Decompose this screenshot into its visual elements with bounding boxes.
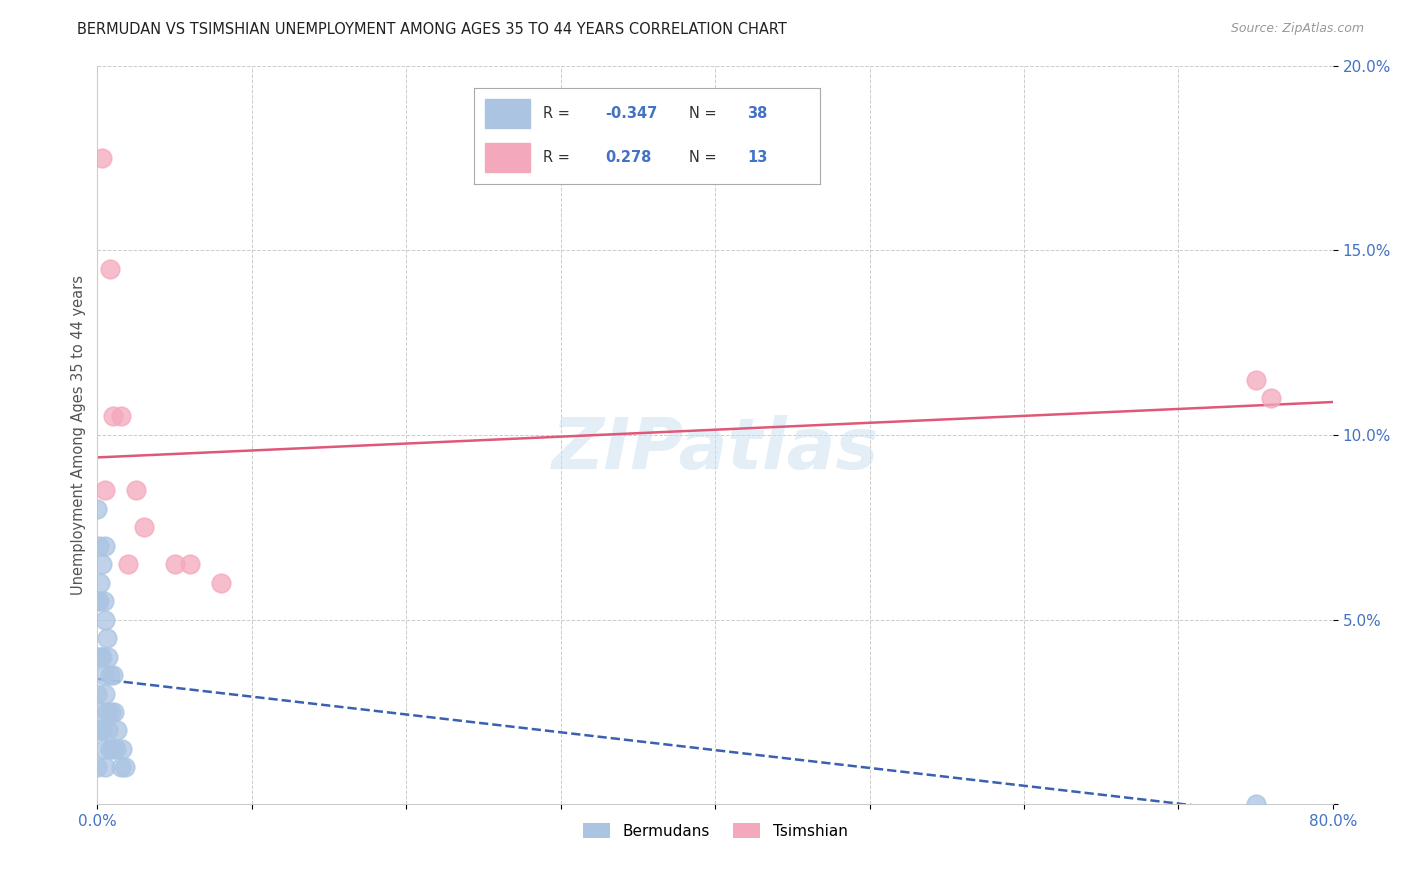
Y-axis label: Unemployment Among Ages 35 to 44 years: Unemployment Among Ages 35 to 44 years — [72, 275, 86, 595]
Point — [117, 558, 139, 572]
Point — [97, 723, 120, 738]
Point — [114, 760, 136, 774]
Point — [132, 520, 155, 534]
Point — [97, 649, 120, 664]
Point — [94, 760, 117, 774]
Point — [125, 483, 148, 498]
Point — [209, 575, 232, 590]
Text: BERMUDAN VS TSIMSHIAN UNEMPLOYMENT AMONG AGES 35 TO 44 YEARS CORRELATION CHART: BERMUDAN VS TSIMSHIAN UNEMPLOYMENT AMONG… — [77, 22, 787, 37]
Point — [179, 558, 201, 572]
Point — [87, 649, 110, 664]
Point — [91, 151, 114, 165]
Point — [89, 575, 111, 590]
Point — [1244, 373, 1267, 387]
Point — [91, 558, 114, 572]
Point — [1260, 391, 1282, 405]
Point — [101, 742, 124, 756]
Point — [93, 594, 115, 608]
Legend: Bermudans, Tsimshian: Bermudans, Tsimshian — [576, 816, 853, 845]
Point — [101, 668, 124, 682]
Point — [86, 594, 108, 608]
Point — [86, 723, 108, 738]
Point — [86, 686, 108, 700]
Point — [98, 742, 121, 756]
Point — [100, 705, 122, 719]
Text: ZIPatlas: ZIPatlas — [551, 416, 879, 484]
Point — [103, 705, 125, 719]
Point — [1244, 797, 1267, 812]
Point — [98, 261, 121, 276]
Point — [163, 558, 186, 572]
Point — [93, 742, 115, 756]
Point — [96, 705, 118, 719]
Point — [94, 613, 117, 627]
Point — [89, 649, 111, 664]
Point — [94, 686, 117, 700]
Point — [107, 723, 129, 738]
Point — [94, 483, 117, 498]
Point — [87, 705, 110, 719]
Point — [91, 649, 114, 664]
Point — [87, 539, 110, 553]
Point — [101, 409, 124, 424]
Point — [96, 631, 118, 645]
Point — [98, 668, 121, 682]
Point — [91, 723, 114, 738]
Point — [104, 742, 127, 756]
Point — [110, 760, 132, 774]
Point — [93, 668, 115, 682]
Point — [110, 409, 132, 424]
Point — [86, 760, 108, 774]
Point — [89, 723, 111, 738]
Text: Source: ZipAtlas.com: Source: ZipAtlas.com — [1230, 22, 1364, 36]
Point — [87, 594, 110, 608]
Point — [111, 742, 134, 756]
Point — [86, 501, 108, 516]
Point — [94, 539, 117, 553]
